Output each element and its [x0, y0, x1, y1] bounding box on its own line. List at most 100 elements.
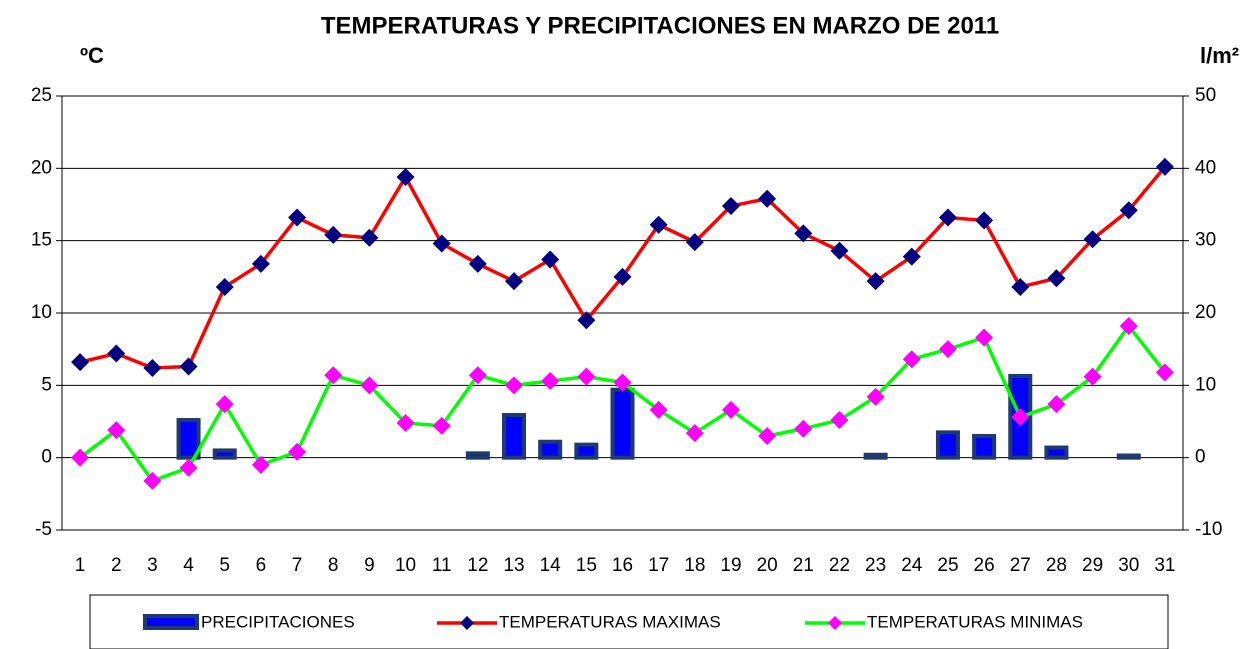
- marker: [758, 426, 777, 445]
- marker: [685, 233, 704, 252]
- marker: [71, 448, 90, 467]
- marker: [288, 208, 307, 227]
- marker: [396, 413, 415, 432]
- marker: [577, 367, 596, 386]
- y2-tick-label: 40: [1195, 157, 1216, 178]
- bar: [574, 442, 599, 460]
- marker: [215, 395, 234, 414]
- marker: [685, 424, 704, 443]
- x-tick-label: 15: [576, 555, 597, 576]
- legend-label: PRECIPITACIONES: [201, 612, 355, 631]
- marker: [71, 353, 90, 372]
- legend-box: [89, 594, 1169, 649]
- marker: [721, 400, 740, 419]
- marker: [324, 225, 343, 244]
- marker: [324, 366, 343, 385]
- y2-tick-label: -10: [1195, 519, 1222, 540]
- x-tick-label: 7: [292, 555, 303, 576]
- bar: [176, 418, 201, 460]
- x-tick-label: 1: [75, 555, 86, 576]
- y-tick-label: 20: [31, 157, 52, 178]
- marker: [179, 458, 198, 477]
- marker: [251, 455, 270, 474]
- x-tick-label: 4: [183, 555, 194, 576]
- bar: [212, 448, 237, 460]
- marker: [541, 371, 560, 390]
- y-tick-label: 25: [31, 85, 52, 106]
- bar: [935, 430, 960, 460]
- marker: [902, 350, 921, 369]
- marker: [830, 241, 849, 260]
- marker: [288, 442, 307, 461]
- bar: [502, 412, 527, 460]
- y2-tick-label: 30: [1195, 230, 1216, 251]
- marker: [1011, 408, 1030, 427]
- marker: [505, 376, 524, 395]
- y2-tick-label: 50: [1195, 85, 1216, 106]
- legend-label: TEMPERATURAS MAXIMAS: [499, 612, 721, 631]
- legend-marker: [460, 616, 474, 630]
- y2-axis-title: l/m²: [1200, 43, 1239, 68]
- marker: [938, 340, 957, 359]
- x-tick-label: 9: [364, 555, 375, 576]
- marker: [938, 208, 957, 227]
- x-tick-label: 22: [829, 555, 850, 576]
- marker: [613, 267, 632, 286]
- marker: [1155, 363, 1174, 382]
- y-tick-label: 5: [41, 374, 52, 395]
- bar: [863, 452, 888, 460]
- x-tick-label: 16: [612, 555, 633, 576]
- y-tick-label: 15: [31, 230, 52, 251]
- x-tick-label: 11: [432, 555, 452, 576]
- marker: [758, 189, 777, 208]
- legend-swatch: [143, 614, 199, 630]
- x-tick-label: 25: [937, 555, 958, 576]
- x-tick-label: 29: [1082, 555, 1103, 576]
- y2-tick-label: 10: [1195, 374, 1216, 395]
- x-tick-label: 19: [720, 555, 741, 576]
- legend-marker: [828, 616, 842, 630]
- y2-tick-label: 20: [1195, 302, 1216, 323]
- marker: [143, 471, 162, 490]
- marker: [975, 328, 994, 347]
- marker: [1047, 269, 1066, 288]
- y-tick-label: 10: [31, 302, 52, 323]
- marker: [975, 211, 994, 230]
- marker: [468, 254, 487, 273]
- marker: [794, 224, 813, 243]
- bar: [1116, 453, 1141, 460]
- marker: [649, 400, 668, 419]
- marker: [505, 272, 524, 291]
- x-tick-label: 5: [219, 555, 230, 576]
- x-tick-label: 27: [1010, 555, 1031, 576]
- bar: [1044, 445, 1069, 460]
- marker: [721, 196, 740, 215]
- x-tick-label: 17: [648, 555, 669, 576]
- y2-tick-label: 0: [1195, 447, 1206, 468]
- x-tick-label: 30: [1118, 555, 1139, 576]
- marker: [468, 366, 487, 385]
- x-tick-label: 12: [467, 555, 488, 576]
- marker: [866, 387, 885, 406]
- x-tick-label: 2: [111, 555, 122, 576]
- marker: [577, 311, 596, 330]
- marker: [794, 419, 813, 438]
- y-tick-label: -5: [35, 519, 52, 540]
- x-tick-label: 28: [1046, 555, 1067, 576]
- marker: [1083, 230, 1102, 249]
- x-tick-label: 21: [793, 555, 814, 576]
- x-tick-label: 24: [901, 555, 923, 576]
- marker: [360, 376, 379, 395]
- marker: [179, 357, 198, 376]
- legend-label: TEMPERATURAS MINIMAS: [867, 612, 1083, 631]
- x-tick-label: 6: [256, 555, 267, 576]
- x-tick-label: 10: [395, 555, 416, 576]
- marker: [541, 250, 560, 269]
- marker: [866, 272, 885, 291]
- x-tick-label: 8: [328, 555, 339, 576]
- y-tick-label: 0: [41, 447, 52, 468]
- x-tick-label: 3: [147, 555, 158, 576]
- x-tick-label: 13: [503, 555, 524, 576]
